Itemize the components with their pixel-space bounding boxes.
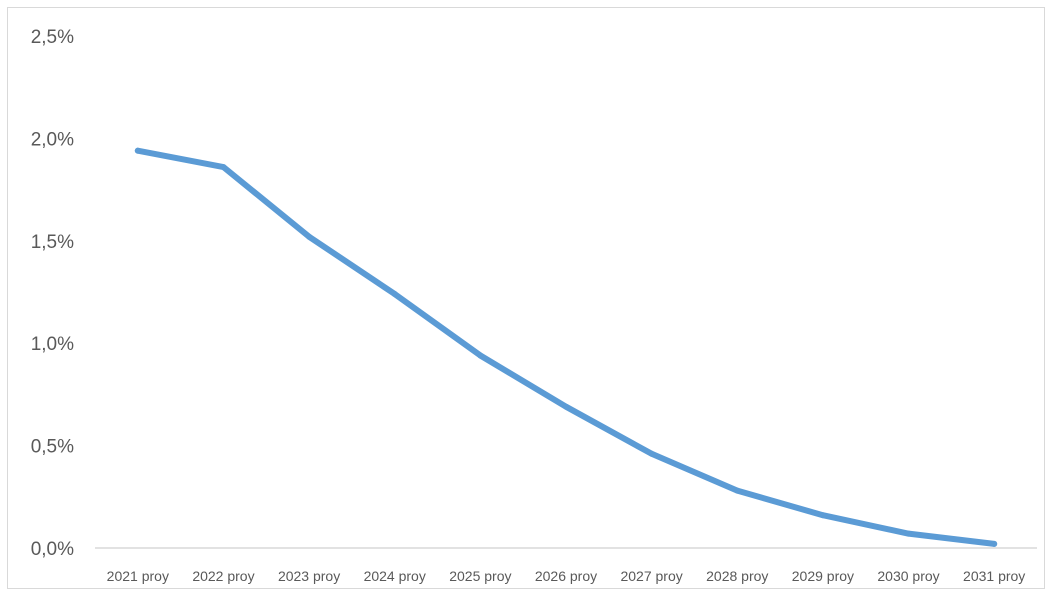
x-tick-label: 2021 proy — [107, 568, 169, 584]
y-tick-label: 2,5% — [31, 27, 74, 48]
y-tick-label: 1,5% — [31, 232, 74, 253]
chart-area — [7, 7, 1045, 589]
data-point — [306, 233, 313, 240]
data-point — [391, 291, 398, 298]
data-point — [734, 487, 741, 494]
y-axis-tick-labels: 0,0% 0,5% 1,0% 1,5% 2,0% 2,5% — [31, 27, 74, 560]
data-point — [220, 164, 227, 171]
x-tick-label: 2029 proy — [792, 568, 854, 584]
data-point — [477, 352, 484, 359]
data-point — [563, 403, 569, 410]
x-tick-label: 2030 proy — [877, 568, 939, 584]
x-tick-label: 2022 proy — [192, 568, 254, 584]
data-point — [991, 540, 998, 547]
x-axis-tick-labels: 2021 proy 2022 proy 2023 proy 2024 proy 2025… — [107, 568, 1026, 584]
x-tick-label: 2027 proy — [620, 568, 682, 584]
data-point — [648, 450, 655, 457]
y-tick-label: 1,0% — [31, 334, 74, 355]
series-group — [134, 147, 998, 547]
data-point — [134, 147, 141, 154]
y-tick-label: 2,0% — [31, 129, 74, 150]
x-tick-label: 2023 proy — [278, 568, 340, 584]
data-point — [905, 530, 912, 537]
y-tick-label: 0,5% — [31, 437, 74, 458]
data-point — [819, 512, 826, 519]
x-tick-label: 2024 proy — [364, 568, 426, 584]
y-tick-label: 0,0% — [31, 539, 74, 560]
x-tick-label: 2028 proy — [706, 568, 768, 584]
series-line — [134, 147, 998, 547]
x-tick-label: 2031 proy — [963, 568, 1025, 584]
x-tick-label: 2026 proy — [535, 568, 597, 584]
x-tick-label: 2025 proy — [449, 568, 511, 584]
